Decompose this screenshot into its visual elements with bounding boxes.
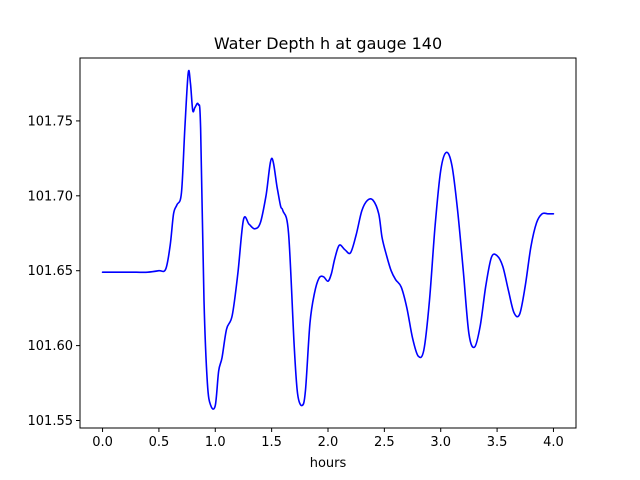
x-tick-label: 1.5 — [261, 435, 282, 450]
x-tick-label: 0.5 — [149, 435, 170, 450]
x-tick-label: 0.0 — [92, 435, 113, 450]
y-tick-label: 101.65 — [28, 264, 74, 279]
x-tick-label: 2.0 — [318, 435, 339, 450]
y-axis: 101.55 101.60 101.65 101.70 101.75 — [28, 114, 80, 429]
x-tick-label: 1.0 — [205, 435, 226, 450]
plot-area — [101, 69, 555, 410]
series-line — [101, 69, 555, 410]
x-axis-label: hours — [310, 456, 347, 471]
y-tick-label: 101.55 — [28, 414, 74, 429]
y-tick-label: 101.70 — [28, 189, 74, 204]
y-tick-label: 101.75 — [28, 114, 74, 129]
x-axis: 0.0 0.5 1.0 1.5 2.0 2.5 3.0 3.5 4.0 — [92, 428, 564, 450]
chart-title: Water Depth h at gauge 140 — [214, 34, 442, 53]
x-tick-label: 3.5 — [487, 435, 508, 450]
x-tick-label: 2.5 — [374, 435, 395, 450]
x-tick-label: 3.0 — [430, 435, 451, 450]
y-tick-label: 101.60 — [28, 339, 74, 354]
x-tick-label: 4.0 — [543, 435, 564, 450]
